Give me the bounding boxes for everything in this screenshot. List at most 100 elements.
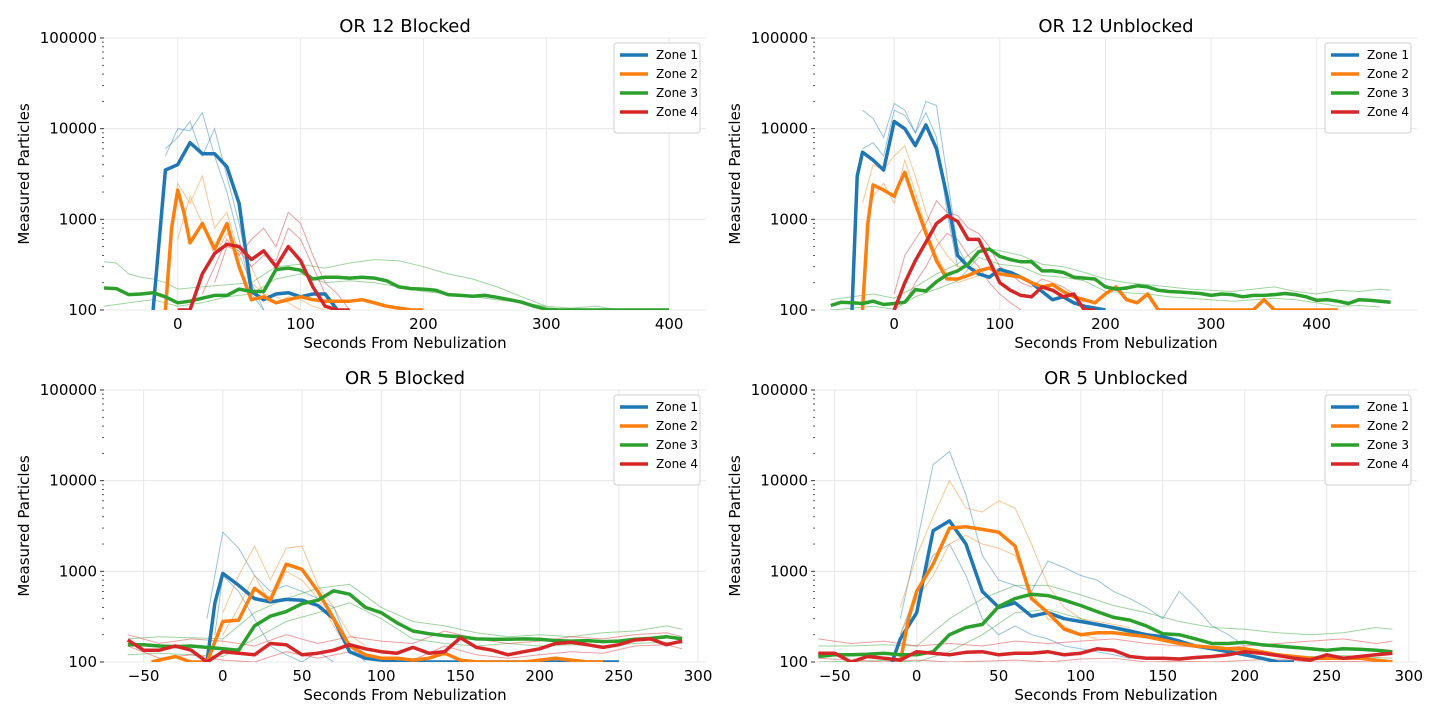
series-line [177,242,350,310]
series-lines [830,100,1391,310]
replicate-line [872,158,979,284]
replicate-line [818,657,1393,662]
legend-label: Zone 4 [656,457,698,471]
series-line [163,188,424,310]
x-tick-label: 0 [889,315,899,333]
x-axis: 0 100 200 300 400 [173,315,684,333]
x-tick-label: 400 [655,315,684,333]
y-axis-label: Measured Particles [726,455,744,596]
x-tick-label: 100 [986,315,1015,333]
x-tick-label: 300 [1197,315,1226,333]
series-lines [104,111,670,310]
replicate-line [104,273,645,310]
legend: Zone 1 Zone 2 Zone 3 Zone 4 [1324,42,1412,134]
legend-label: Zone 2 [656,419,698,433]
legend: Zone 1 Zone 2 Zone 3 Zone 4 [613,394,701,486]
y-tick-label: 100 [779,301,808,319]
chart-title: OR 5 Unblocked [1044,368,1188,389]
series-line [205,571,619,662]
y-axis: 100 1000 10000 100000 [751,29,815,319]
x-axis: −50 0 50 100 150 200 250 300 [819,667,1423,685]
legend-label: Zone 2 [656,67,698,81]
replicate-line [171,174,301,310]
replicate-line [899,534,1098,640]
y-tick-label: 1000 [59,562,97,580]
y-axis-label: Measured Particles [15,455,33,596]
series-line [830,247,1391,308]
y-tick-label: 100000 [40,381,97,399]
y-tick-label: 100000 [751,381,808,399]
replicate-line [893,199,1085,304]
replicate-line [222,570,351,652]
replicate-line [127,583,683,640]
x-tick-label: 150 [1148,667,1177,685]
x-tick-label: 100 [367,667,396,685]
x-axis-label: Seconds From Nebulization [303,686,506,704]
x-tick-label: 0 [218,667,228,685]
series-line [850,119,1106,310]
y-tick-label: 1000 [59,210,97,228]
replicate-line [899,479,1130,628]
legend-label: Zone 4 [1367,457,1409,471]
replicate-line [206,531,366,662]
y-tick-label: 10000 [49,472,97,490]
legend-label: Zone 3 [656,86,698,100]
y-axis: 100 1000 10000 100000 [751,381,815,671]
chart-panel-3: 100 1000 10000 100000 −50 0 50 100 150 200 250 300 O… [15,368,712,704]
x-tick-label: 200 [1230,667,1259,685]
legend-label: Zone 1 [656,48,698,62]
y-tick-label: 100 [779,653,808,671]
y-tick-label: 100000 [751,29,808,47]
x-tick-label: 300 [684,667,713,685]
series-line [151,140,339,310]
x-tick-label: 250 [605,667,634,685]
chart-title: OR 12 Blocked [339,16,471,37]
x-tick-label: 300 [532,315,561,333]
chart-panel-1: 100 1000 10000 100000 0 100 200 300 400 OR 12 Blo… [15,16,706,352]
y-axis: 100 1000 10000 100000 [40,29,104,319]
x-tick-label: −50 [128,667,160,685]
legend-label: Zone 4 [656,105,698,119]
x-tick-label: 0 [173,315,183,333]
y-tick-label: 100 [68,653,97,671]
series-line [104,266,670,310]
replicate-line [899,450,1246,647]
series-line [127,589,683,652]
replicate-line [104,259,547,307]
series-line [890,519,1294,662]
series-lines [818,450,1393,662]
y-tick-label: 10000 [49,120,97,138]
legend-label: Zone 1 [656,400,698,414]
series-line [818,647,1393,662]
x-tick-label: 400 [1302,315,1331,333]
legend-label: Zone 3 [1367,86,1409,100]
x-tick-label: 50 [989,667,1008,685]
legend-label: Zone 2 [1367,419,1409,433]
x-tick-label: 200 [1091,315,1120,333]
replicate-line [904,232,1022,310]
legend-label: Zone 1 [1367,48,1409,62]
y-tick-label: 1000 [770,562,808,580]
x-tick-label: 100 [1066,667,1095,685]
y-axis-label: Measured Particles [726,103,744,244]
replicate-line [222,544,366,647]
replicate-line [201,211,351,310]
x-axis-label: Seconds From Nebulization [1014,334,1217,352]
replicate-line [830,256,1381,310]
series-line [126,636,683,662]
replicate-line [818,584,1393,647]
series-lines [126,531,683,662]
chart-panel-2: 100 1000 10000 100000 0 100 200 300 400 OR 12 Unb… [726,16,1417,352]
x-axis: −50 0 50 100 150 200 250 300 [128,667,713,685]
series-line [892,213,1095,310]
series-line [151,562,603,662]
chart-title: OR 5 Blocked [345,368,465,389]
replicate-line [127,630,683,647]
x-axis: 0 100 200 300 400 [889,315,1331,333]
y-tick-label: 100000 [40,29,97,47]
x-tick-label: 250 [1312,667,1341,685]
grid [815,389,1417,663]
replicate-line [818,638,1393,650]
series-line [860,170,1338,310]
